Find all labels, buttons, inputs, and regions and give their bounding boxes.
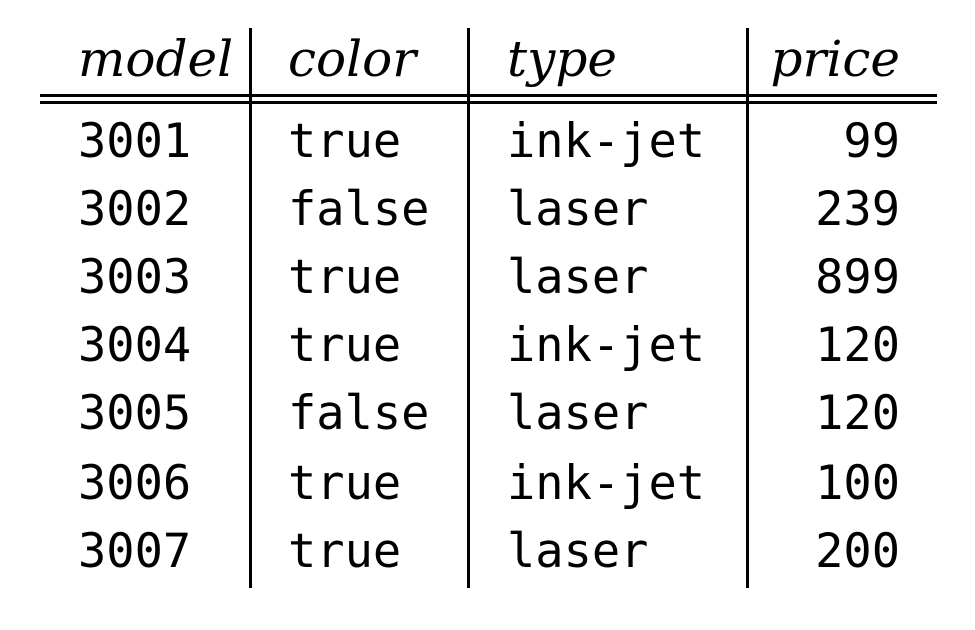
cell-model: 3006: [78, 456, 192, 511]
cell-price: 120: [815, 386, 900, 441]
cell-price: 200: [815, 524, 900, 579]
cell-price: 99: [843, 114, 900, 169]
header-price: price: [770, 30, 901, 88]
cell-model: 3003: [78, 250, 192, 305]
header-rule-top: [40, 94, 937, 97]
cell-type: laser: [507, 524, 649, 579]
column-divider: [249, 28, 252, 588]
header-model: model: [78, 30, 234, 88]
cell-price: 239: [815, 182, 900, 237]
cell-price: 100: [815, 456, 900, 511]
cell-model: 3007: [78, 524, 192, 579]
cell-color: true: [288, 524, 402, 579]
cell-type: ink-jet: [507, 456, 706, 511]
cell-type: ink-jet: [507, 318, 706, 373]
cell-color: true: [288, 114, 402, 169]
cell-model: 3005: [78, 386, 192, 441]
cell-color: true: [288, 318, 402, 373]
cell-price: 120: [815, 318, 900, 373]
cell-color: false: [288, 182, 430, 237]
cell-color: true: [288, 456, 402, 511]
cell-price: 899: [815, 250, 900, 305]
cell-type: ink-jet: [507, 114, 706, 169]
cell-type: laser: [507, 250, 649, 305]
cell-model: 3004: [78, 318, 192, 373]
cell-type: laser: [507, 386, 649, 441]
header-rule-bottom: [40, 101, 937, 104]
cell-model: 3002: [78, 182, 192, 237]
column-divider: [746, 28, 749, 588]
cell-color: false: [288, 386, 430, 441]
header-color: color: [288, 30, 417, 88]
column-divider: [467, 28, 470, 588]
cell-model: 3001: [78, 114, 192, 169]
header-type: type: [507, 30, 617, 88]
cell-type: laser: [507, 182, 649, 237]
cell-color: true: [288, 250, 402, 305]
